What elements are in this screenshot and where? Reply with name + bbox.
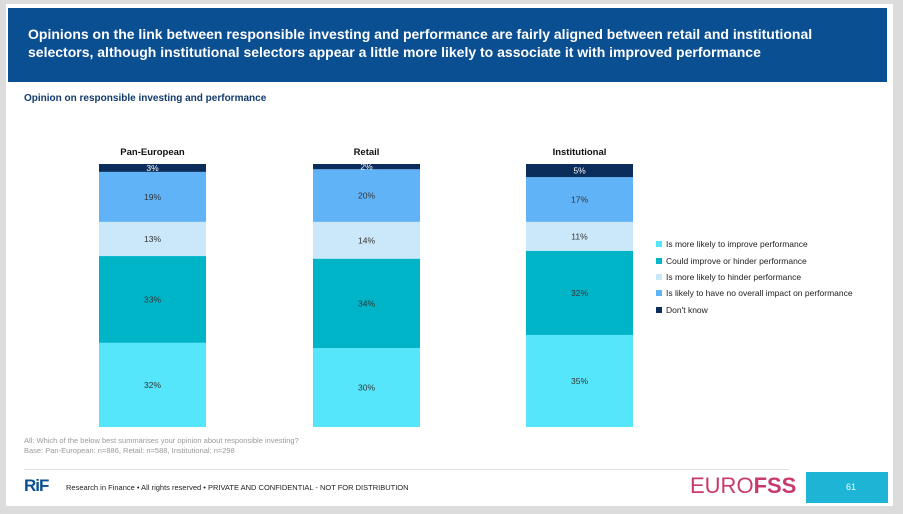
bar-segment xyxy=(526,250,633,335)
footer-text: Research in Finance • All rights reserve… xyxy=(66,483,409,492)
chart-subtitle: Opinion on responsible investing and per… xyxy=(24,93,267,104)
legend-item: Is more likely to hinder performance xyxy=(656,269,853,285)
data-label: 32% xyxy=(144,380,161,390)
bar-segment xyxy=(313,348,420,427)
data-label: 33% xyxy=(144,294,161,304)
bar-segment xyxy=(526,221,633,251)
bar-segment xyxy=(99,256,206,343)
slide-title: Opinions on the link between responsible… xyxy=(28,26,813,60)
chart-legend: Is more likely to improve performance Cou… xyxy=(656,236,853,318)
data-label: 2% xyxy=(360,162,373,172)
data-label: 35% xyxy=(571,376,588,386)
page-number: 61 xyxy=(846,482,857,492)
bar-segment xyxy=(526,334,633,427)
data-label: 5% xyxy=(573,166,586,176)
data-label: 11% xyxy=(571,231,588,241)
data-label: 19% xyxy=(144,192,161,202)
legend-swatch xyxy=(656,273,662,280)
question-note: All: Which of the below best summarises … xyxy=(24,436,299,445)
eurofss-logo: EUROFSS xyxy=(690,473,797,498)
bar-segment xyxy=(313,221,420,259)
rif-logo: RiF xyxy=(24,476,49,495)
data-label: 14% xyxy=(358,235,375,245)
bar-segment xyxy=(526,164,633,178)
bar-segment xyxy=(99,221,206,257)
bar-segment xyxy=(313,164,420,170)
category-label: Retail xyxy=(354,147,380,158)
base-note: Base: Pan-European: n=886, Retail: n=588… xyxy=(24,446,235,455)
bar-segment xyxy=(99,171,206,222)
data-label: 20% xyxy=(358,191,375,201)
footer-divider xyxy=(24,469,789,470)
legend-swatch xyxy=(656,306,662,313)
category-label: Pan-European xyxy=(120,147,185,158)
data-label: 17% xyxy=(571,195,588,205)
legend-label: Could improve or hinder performance xyxy=(666,255,807,266)
category-label: Institutional xyxy=(553,147,607,158)
legend-item: Is likely to have no overall impact on p… xyxy=(656,285,853,301)
legend-label: Is more likely to hinder performance xyxy=(666,271,802,282)
data-label: 34% xyxy=(358,298,375,308)
data-label: 32% xyxy=(571,288,588,298)
legend-swatch xyxy=(656,257,662,264)
data-label: 30% xyxy=(358,383,375,393)
legend-swatch xyxy=(656,290,662,297)
page-number-box: 61 xyxy=(806,472,888,503)
bar-segment xyxy=(313,258,420,349)
chart-notes: All: Which of the below best summarises … xyxy=(24,436,299,456)
bar-segment xyxy=(99,342,206,427)
bar-segment xyxy=(313,169,420,222)
legend-item: Is more likely to improve performance xyxy=(656,236,853,252)
legend-label: Don't know xyxy=(666,304,708,315)
legend-label: Is likely to have no overall impact on p… xyxy=(666,288,853,299)
legend-item: Could improve or hinder performance xyxy=(656,252,853,268)
bar-segment xyxy=(526,177,633,222)
legend-swatch xyxy=(656,241,662,248)
data-label: 13% xyxy=(144,234,161,244)
data-label: 3% xyxy=(146,163,159,173)
title-banner: Opinions on the link between responsible… xyxy=(8,8,887,82)
legend-item: Don't know xyxy=(656,302,853,318)
bar-segment xyxy=(99,164,206,172)
legend-label: Is more likely to improve performance xyxy=(666,239,808,250)
